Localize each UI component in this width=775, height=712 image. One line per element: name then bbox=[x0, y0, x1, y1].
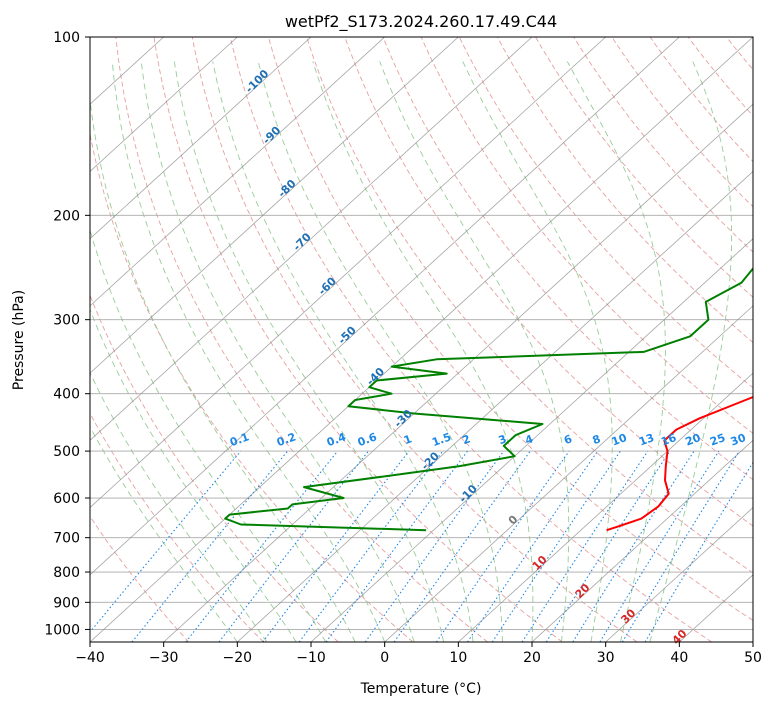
x-tick-label: −10 bbox=[296, 650, 326, 666]
x-tick-label: 30 bbox=[597, 650, 615, 666]
y-tick-label: 900 bbox=[53, 595, 80, 611]
x-tick-label: 20 bbox=[523, 650, 541, 666]
x-tick-label: 10 bbox=[449, 650, 467, 666]
y-axis-label: Pressure (hPa) bbox=[11, 290, 27, 390]
y-tick-label: 1000 bbox=[44, 622, 80, 638]
x-axis-label: Temperature (°C) bbox=[360, 681, 482, 697]
x-tick-label: 40 bbox=[670, 650, 688, 666]
x-tick-label: −20 bbox=[223, 650, 253, 666]
x-tick-label: −40 bbox=[75, 650, 105, 666]
x-tick-label: 0 bbox=[380, 650, 389, 666]
x-tick-label: 50 bbox=[744, 650, 762, 666]
x-tick-label: −30 bbox=[149, 650, 179, 666]
y-tick-label: 600 bbox=[53, 491, 80, 507]
y-tick-label: 800 bbox=[53, 565, 80, 581]
y-tick-label: 100 bbox=[53, 30, 80, 46]
y-tick-label: 400 bbox=[53, 387, 80, 403]
y-tick-label: 500 bbox=[53, 444, 80, 460]
y-tick-label: 200 bbox=[53, 208, 80, 224]
y-tick-label: 700 bbox=[53, 531, 80, 547]
y-tick-label: 300 bbox=[53, 313, 80, 329]
chart-title: wetPf2_S173.2024.260.17.49.C44 bbox=[285, 12, 557, 32]
